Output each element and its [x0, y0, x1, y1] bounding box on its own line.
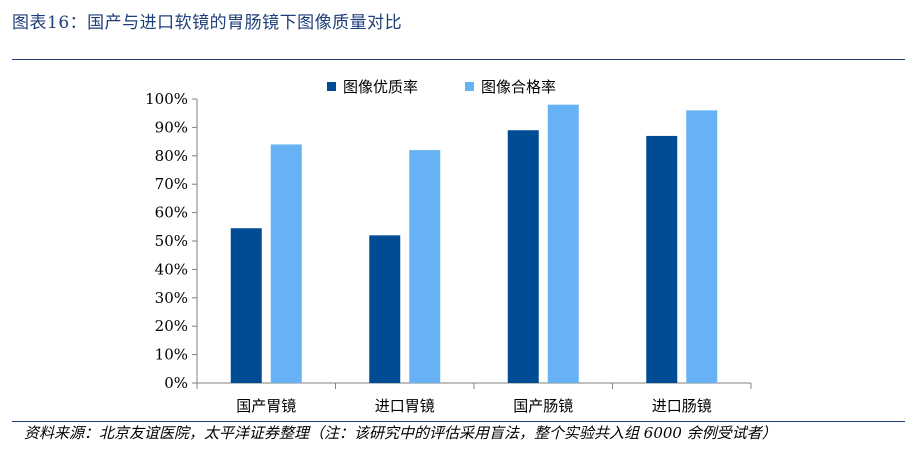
x-category-label: 进口肠镜 [652, 397, 712, 415]
bar-excellent-rate [369, 235, 401, 383]
bar-excellent-rate [230, 228, 262, 383]
legend-swatch [465, 82, 474, 91]
x-category-label: 国产肠镜 [513, 397, 573, 415]
bar-excellent-rate [507, 130, 539, 383]
source-divider [12, 421, 905, 422]
y-tick-label: 100% [145, 90, 188, 108]
bar-qualified-rate [409, 150, 441, 383]
bar-excellent-rate [646, 135, 678, 383]
bar-chart: 0% 10% 20% 30% 40% 50% 60% 70% 80% 90% 100% 国产胃镜 进口胃… [145, 78, 752, 415]
y-tick-label: 10% [155, 346, 188, 364]
legend-label: 图像优质率 [343, 78, 418, 96]
bar-qualified-rate [547, 104, 579, 384]
figure-title: 图表16：国产与进口软镜的胃肠镜下图像质量对比 [12, 13, 403, 33]
x-category-label: 进口胃镜 [375, 397, 435, 415]
legend-swatch [327, 82, 336, 91]
y-tick-label: 60% [155, 204, 188, 222]
y-tick-label: 30% [155, 289, 188, 307]
y-tick-label: 90% [155, 118, 188, 136]
y-tick-label: 0% [164, 374, 188, 392]
y-tick-label: 40% [155, 260, 188, 278]
bar-qualified-rate [686, 110, 718, 384]
y-tick-label: 50% [155, 232, 188, 250]
y-tick-label: 80% [155, 147, 188, 165]
x-category-label: 国产胃镜 [236, 397, 296, 415]
y-tick-label: 70% [155, 175, 188, 193]
bar-qualified-rate [270, 144, 302, 383]
source-note: 资料来源：北京友谊医院，太平洋证券整理（注：该研究中的评估采用盲法，整个实验共入… [24, 424, 777, 442]
legend-label: 图像合格率 [481, 78, 556, 96]
title-divider [12, 59, 905, 60]
y-tick-label: 20% [155, 317, 188, 335]
